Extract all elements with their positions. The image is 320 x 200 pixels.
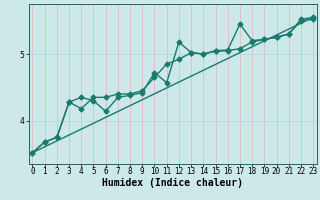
X-axis label: Humidex (Indice chaleur): Humidex (Indice chaleur) bbox=[102, 178, 243, 188]
